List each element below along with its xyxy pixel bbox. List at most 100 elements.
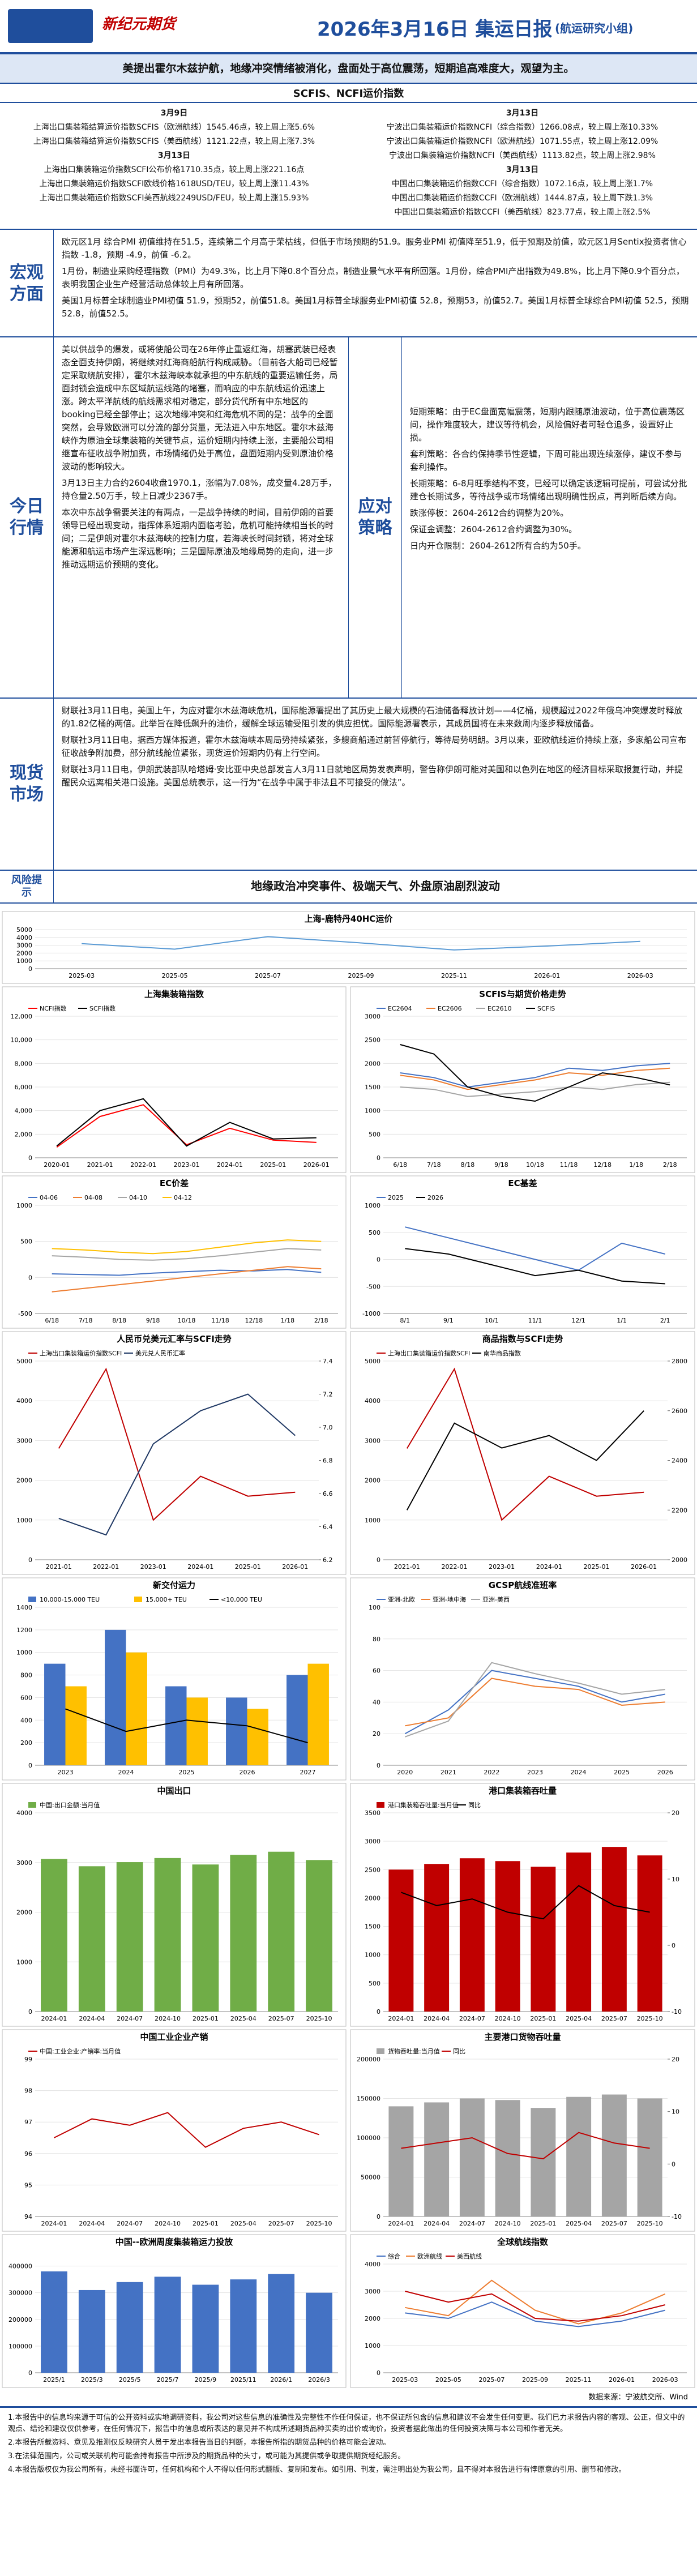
bar	[637, 1855, 662, 2012]
y-tick-label: 0	[28, 2369, 32, 2377]
x-tick-label: 2024-10	[155, 2220, 181, 2227]
legend-label: NCFI指数	[40, 1004, 66, 1012]
x-tick-label: 2025/1	[43, 2376, 65, 2384]
paragraph: 财联社3月11日电，据西方媒体报道，霍尔木兹海峡本周局势持续紧张，多艘商船通过前…	[62, 735, 687, 758]
y-tick-label: 300000	[8, 2290, 32, 2297]
legend-label: SCFIS	[537, 1005, 555, 1012]
chart-title: 中国--欧洲周度集装箱运力投放	[116, 2237, 233, 2247]
line-series	[52, 1266, 322, 1293]
charts: 上海-鹿特丹40HC运价0100020003000400050002025-03…	[2, 911, 695, 2402]
x-tick-label: 2/18	[314, 1317, 328, 1324]
bar	[247, 1709, 268, 1765]
x-tick-label: 2025-03	[392, 2376, 418, 2384]
line-series	[56, 1098, 317, 1147]
line-series	[82, 936, 640, 951]
x-tick-label: 11/18	[560, 1161, 578, 1169]
x-tick-label: 2022-01	[93, 1563, 119, 1571]
y-tick-label: 500	[369, 1980, 380, 1987]
x-tick-label: 2026	[240, 1769, 255, 1776]
y-tick-label: 4000	[365, 1397, 380, 1405]
x-tick-label: 2024-07	[117, 2015, 143, 2022]
strategy-text: 短期策略：由于EC盘面宽幅震荡，短期内跟随原油波动，位于高位震荡区间，操作难度较…	[402, 400, 697, 562]
line-series	[401, 2132, 650, 2160]
y-tick-label: 3000	[365, 2288, 380, 2295]
y-tick-label: 0	[28, 1274, 32, 1281]
y-tick-label: 2,000	[15, 1131, 33, 1138]
legend-label: 同比	[453, 2048, 465, 2055]
y-tick-label: 1200	[16, 1627, 32, 1634]
bar	[154, 1858, 181, 2012]
line-series	[53, 2112, 319, 2148]
bar	[165, 1686, 187, 1765]
y-tick-label: 400	[20, 1717, 32, 1724]
legend-label: 美西航线	[457, 2252, 482, 2260]
x-tick-label: 2024-07	[117, 2220, 143, 2227]
paragraph: 套利策略：各合约保持季节性逻辑，下周可能出现连续涨停，建议不参与套利操作。	[410, 449, 682, 472]
paragraph: 3月13日主力合约2604收盘1970.1，涨幅为7.08%，成交量4.28万手…	[62, 478, 337, 501]
x-tick-label: 2025-05	[162, 972, 188, 979]
paragraph: 1月份，制造业采购经理指数（PMI）为49.3%，比上月下降0.8个百分点，制造…	[62, 266, 685, 289]
line-series	[401, 1885, 650, 1920]
legend-label: EC2604	[388, 1005, 412, 1012]
bar	[424, 1864, 450, 2012]
legend-label: 综合	[388, 2252, 400, 2260]
x-tick-label: 2025-04	[566, 2220, 592, 2227]
y-tick-label: 98	[24, 2087, 32, 2095]
y-tick-label: 0	[377, 2369, 380, 2377]
y-tick-label: 2000	[365, 1060, 380, 1067]
y-tick-label: 99	[24, 2056, 32, 2063]
y2-tick-label: 6.6	[323, 1490, 333, 1497]
legend-label: 南华商品指数	[484, 1349, 521, 1357]
y-tick-label: 1500	[365, 1923, 380, 1931]
y2-tick-label: -10	[672, 2008, 682, 2016]
y-tick-label: 1400	[16, 1604, 32, 1611]
legend-label: 亚洲-美西	[482, 1596, 510, 1603]
y-tick-label: 60	[373, 1667, 380, 1675]
x-tick-label: 2024-01	[41, 2015, 67, 2022]
legend-label: 04-08	[84, 1194, 102, 1201]
spot-section: 现货市场 财联社3月11日电，美国上午，为应对霍尔木兹海峡危机，国际能源署提出了…	[0, 699, 697, 871]
x-tick-label: 2025/3	[81, 2376, 103, 2384]
line-series	[400, 1067, 670, 1090]
legend-label: 同比	[468, 1802, 481, 1809]
index-line: 上海出口集装箱运价指数SCFI欧线价格1618USD/TEU，较上周上涨11.4…	[39, 179, 309, 189]
y-tick-label: 200	[20, 1739, 32, 1747]
x-tick-label: 2024	[118, 1769, 134, 1776]
y-tick-label: 3000	[365, 1437, 380, 1444]
x-tick-label: 2025-01	[584, 1563, 610, 1571]
y-tick-label: 400000	[8, 2263, 32, 2270]
x-tick-label: 2026-01	[282, 1563, 308, 1571]
index-date: 3月13日	[506, 109, 539, 118]
y-tick-label: 3000	[16, 942, 32, 949]
chart-title: 新交付运力	[153, 1580, 195, 1590]
x-tick-label: 2025-01	[193, 2015, 219, 2022]
legend-label: 港口集装箱吞吐量:当月值	[388, 1801, 459, 1809]
x-tick-label: 1/1	[617, 1317, 627, 1324]
section-label: 应对策略	[348, 337, 402, 698]
chart-panel	[350, 1331, 695, 1575]
line-series	[52, 1269, 322, 1276]
y-tick-label: -500	[18, 1310, 32, 1317]
y-tick-label: 200000	[357, 2056, 380, 2063]
y-tick-label: 97	[24, 2119, 32, 2126]
x-tick-label: 2026-01	[609, 2376, 635, 2384]
index-line: 上海出口集装箱结算运价指数SCFIS（美西航线）1121.22点，较上周上涨7.…	[33, 137, 315, 146]
logo-text: 新纪元期货	[102, 16, 176, 33]
legend-label: 亚洲-北欧	[388, 1596, 415, 1603]
paragraph: 长期策略：6-8月旺季结构不变，已经可以确定该逻辑可提前，可尝试分批建仓长期试多…	[410, 478, 687, 502]
market-text: 美以供战争的爆发，或将使船公司在26年停止重返红海，胡塞武装已经表态全面支持伊朗…	[54, 337, 348, 580]
index-date: 3月13日	[506, 165, 539, 174]
line-series	[405, 1248, 665, 1285]
y-tick-label: 1000	[365, 1202, 380, 1209]
risk-text: 地缘政治冲突事件、极端天气、外盘原油剧烈波动	[251, 879, 500, 893]
y-tick-label: 500	[369, 1229, 380, 1236]
x-tick-label: 12/1	[571, 1317, 585, 1324]
x-tick-label: 2024-04	[79, 2015, 105, 2022]
x-tick-label: 2024-04	[79, 2220, 105, 2227]
y-tick-label: 20	[373, 1730, 380, 1738]
line-series	[65, 1708, 308, 1744]
line-series	[404, 1670, 665, 1735]
chart-title: 上海集装箱指数	[144, 989, 204, 999]
y2-tick-label: 7.0	[323, 1424, 333, 1431]
bar	[287, 1675, 308, 1765]
